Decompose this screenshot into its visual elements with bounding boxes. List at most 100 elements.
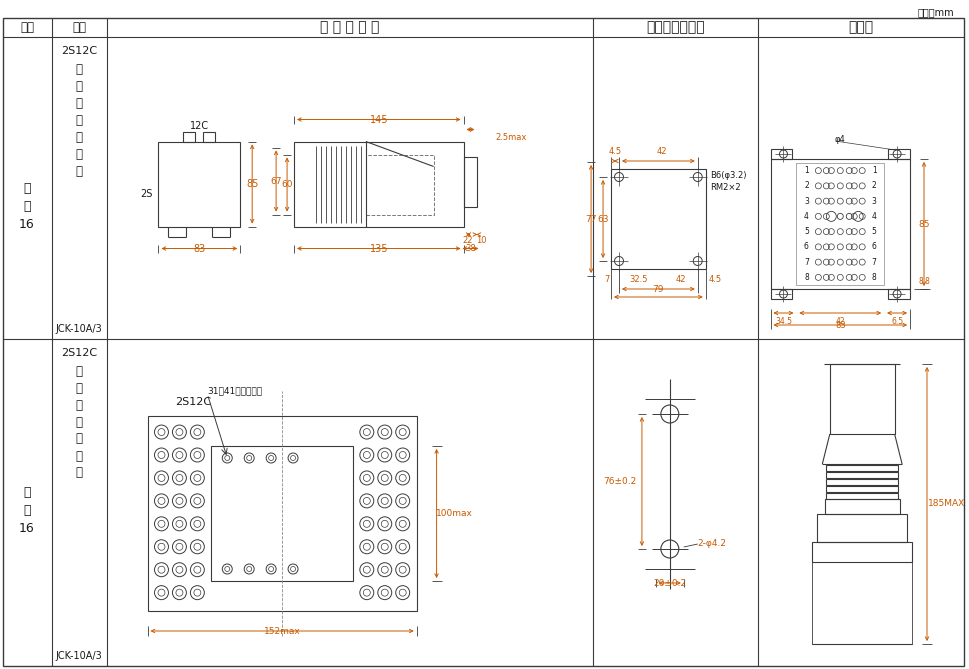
Bar [769, 149, 792, 159]
Bar [796, 163, 883, 285]
Text: 42: 42 [656, 147, 667, 155]
Text: 凸: 凸 [76, 365, 82, 377]
Text: 42: 42 [674, 274, 685, 284]
Bar [610, 169, 705, 269]
Text: 7: 7 [871, 258, 876, 267]
Text: 5: 5 [803, 227, 808, 236]
Text: 2: 2 [803, 181, 808, 191]
Text: 152max: 152max [264, 626, 300, 636]
Text: 外 形 尺 寸 图: 外 形 尺 寸 图 [320, 21, 379, 35]
Text: 85: 85 [246, 179, 258, 189]
Text: 7: 7 [803, 258, 808, 267]
Text: 77: 77 [584, 215, 596, 223]
Text: 附: 附 [23, 181, 31, 195]
Bar [826, 493, 897, 499]
Text: 线: 线 [76, 466, 82, 480]
Text: 2: 2 [871, 181, 876, 191]
Text: 1: 1 [871, 166, 876, 175]
Text: 前: 前 [76, 432, 82, 446]
Text: 单位：mm: 单位：mm [917, 7, 953, 17]
Text: B6(φ3.2): B6(φ3.2) [709, 171, 745, 179]
Text: 4: 4 [803, 212, 808, 221]
Text: 出: 出 [76, 80, 82, 92]
Text: 5: 5 [871, 227, 876, 236]
Text: 3: 3 [871, 197, 876, 205]
Bar [826, 486, 897, 492]
Text: 38: 38 [464, 244, 476, 253]
Text: 2S12C: 2S12C [175, 397, 211, 407]
Text: 16: 16 [19, 217, 35, 231]
Text: 83: 83 [193, 244, 205, 254]
Text: 6: 6 [803, 242, 808, 252]
Bar [158, 142, 240, 227]
Text: 3: 3 [803, 197, 808, 205]
Text: 凸: 凸 [76, 62, 82, 76]
Text: 4.5: 4.5 [608, 147, 621, 155]
Bar [826, 472, 897, 478]
Text: 34.5: 34.5 [774, 316, 791, 326]
Bar [147, 416, 417, 611]
Text: 42: 42 [834, 316, 844, 326]
Text: 1: 1 [803, 166, 808, 175]
Text: JCK-10A/3: JCK-10A/3 [55, 324, 102, 334]
Text: 端子图: 端子图 [847, 21, 872, 35]
Text: 22: 22 [462, 236, 472, 245]
Bar [769, 289, 792, 299]
Bar [203, 132, 215, 142]
Text: 式: 式 [76, 96, 82, 110]
Text: 式: 式 [76, 399, 82, 411]
Text: φ4: φ4 [834, 134, 845, 143]
Text: 100max: 100max [436, 509, 473, 518]
Text: 85: 85 [918, 219, 929, 229]
Text: 7: 7 [604, 274, 610, 284]
Text: 8.8: 8.8 [917, 276, 929, 286]
Text: 2-φ4.2: 2-φ4.2 [697, 539, 726, 549]
Text: 67: 67 [270, 177, 282, 185]
Bar [769, 159, 909, 289]
Text: 185MAX: 185MAX [927, 500, 964, 508]
Text: 图: 图 [23, 504, 31, 517]
Text: 图: 图 [23, 199, 31, 213]
Bar [463, 157, 477, 207]
Text: 6.5: 6.5 [891, 316, 902, 326]
Bar [888, 289, 909, 299]
Bar [183, 132, 195, 142]
Text: 接: 接 [76, 450, 82, 462]
Text: 32.5: 32.5 [629, 274, 647, 284]
Text: 接: 接 [76, 147, 82, 161]
Text: 63: 63 [597, 215, 609, 223]
Bar [824, 499, 898, 514]
Text: 后: 后 [76, 130, 82, 143]
Text: 2S12C: 2S12C [61, 348, 97, 358]
Bar [294, 142, 463, 227]
Text: 图号: 图号 [20, 21, 34, 34]
Bar [826, 479, 897, 485]
Text: 135: 135 [369, 244, 388, 254]
Text: 结构: 结构 [72, 21, 86, 34]
Text: 20±0.2: 20±0.2 [652, 579, 686, 587]
Text: 31、41为电流端子: 31、41为电流端子 [207, 387, 263, 395]
Bar [211, 446, 353, 581]
Text: 76±0.2: 76±0.2 [603, 477, 636, 486]
Bar [888, 149, 909, 159]
Text: JCK-10A/3: JCK-10A/3 [55, 651, 102, 661]
Text: 8: 8 [871, 273, 876, 282]
Text: 2.5max: 2.5max [495, 133, 526, 142]
Text: 12C: 12C [190, 120, 208, 130]
Text: RM2×2: RM2×2 [709, 183, 739, 191]
Bar [817, 514, 906, 542]
Text: 83: 83 [834, 320, 845, 330]
Text: 2S: 2S [140, 189, 152, 199]
Text: 板: 板 [76, 114, 82, 126]
Text: 附: 附 [23, 486, 31, 499]
Bar [811, 562, 911, 644]
Text: 出: 出 [76, 381, 82, 395]
Bar [365, 155, 433, 215]
Text: 145: 145 [369, 114, 388, 124]
Text: 线: 线 [76, 165, 82, 177]
Text: 16: 16 [19, 522, 35, 535]
Text: 2S12C: 2S12C [61, 46, 97, 56]
Bar [811, 542, 911, 562]
Text: 6: 6 [871, 242, 876, 252]
Text: 10: 10 [476, 236, 486, 245]
